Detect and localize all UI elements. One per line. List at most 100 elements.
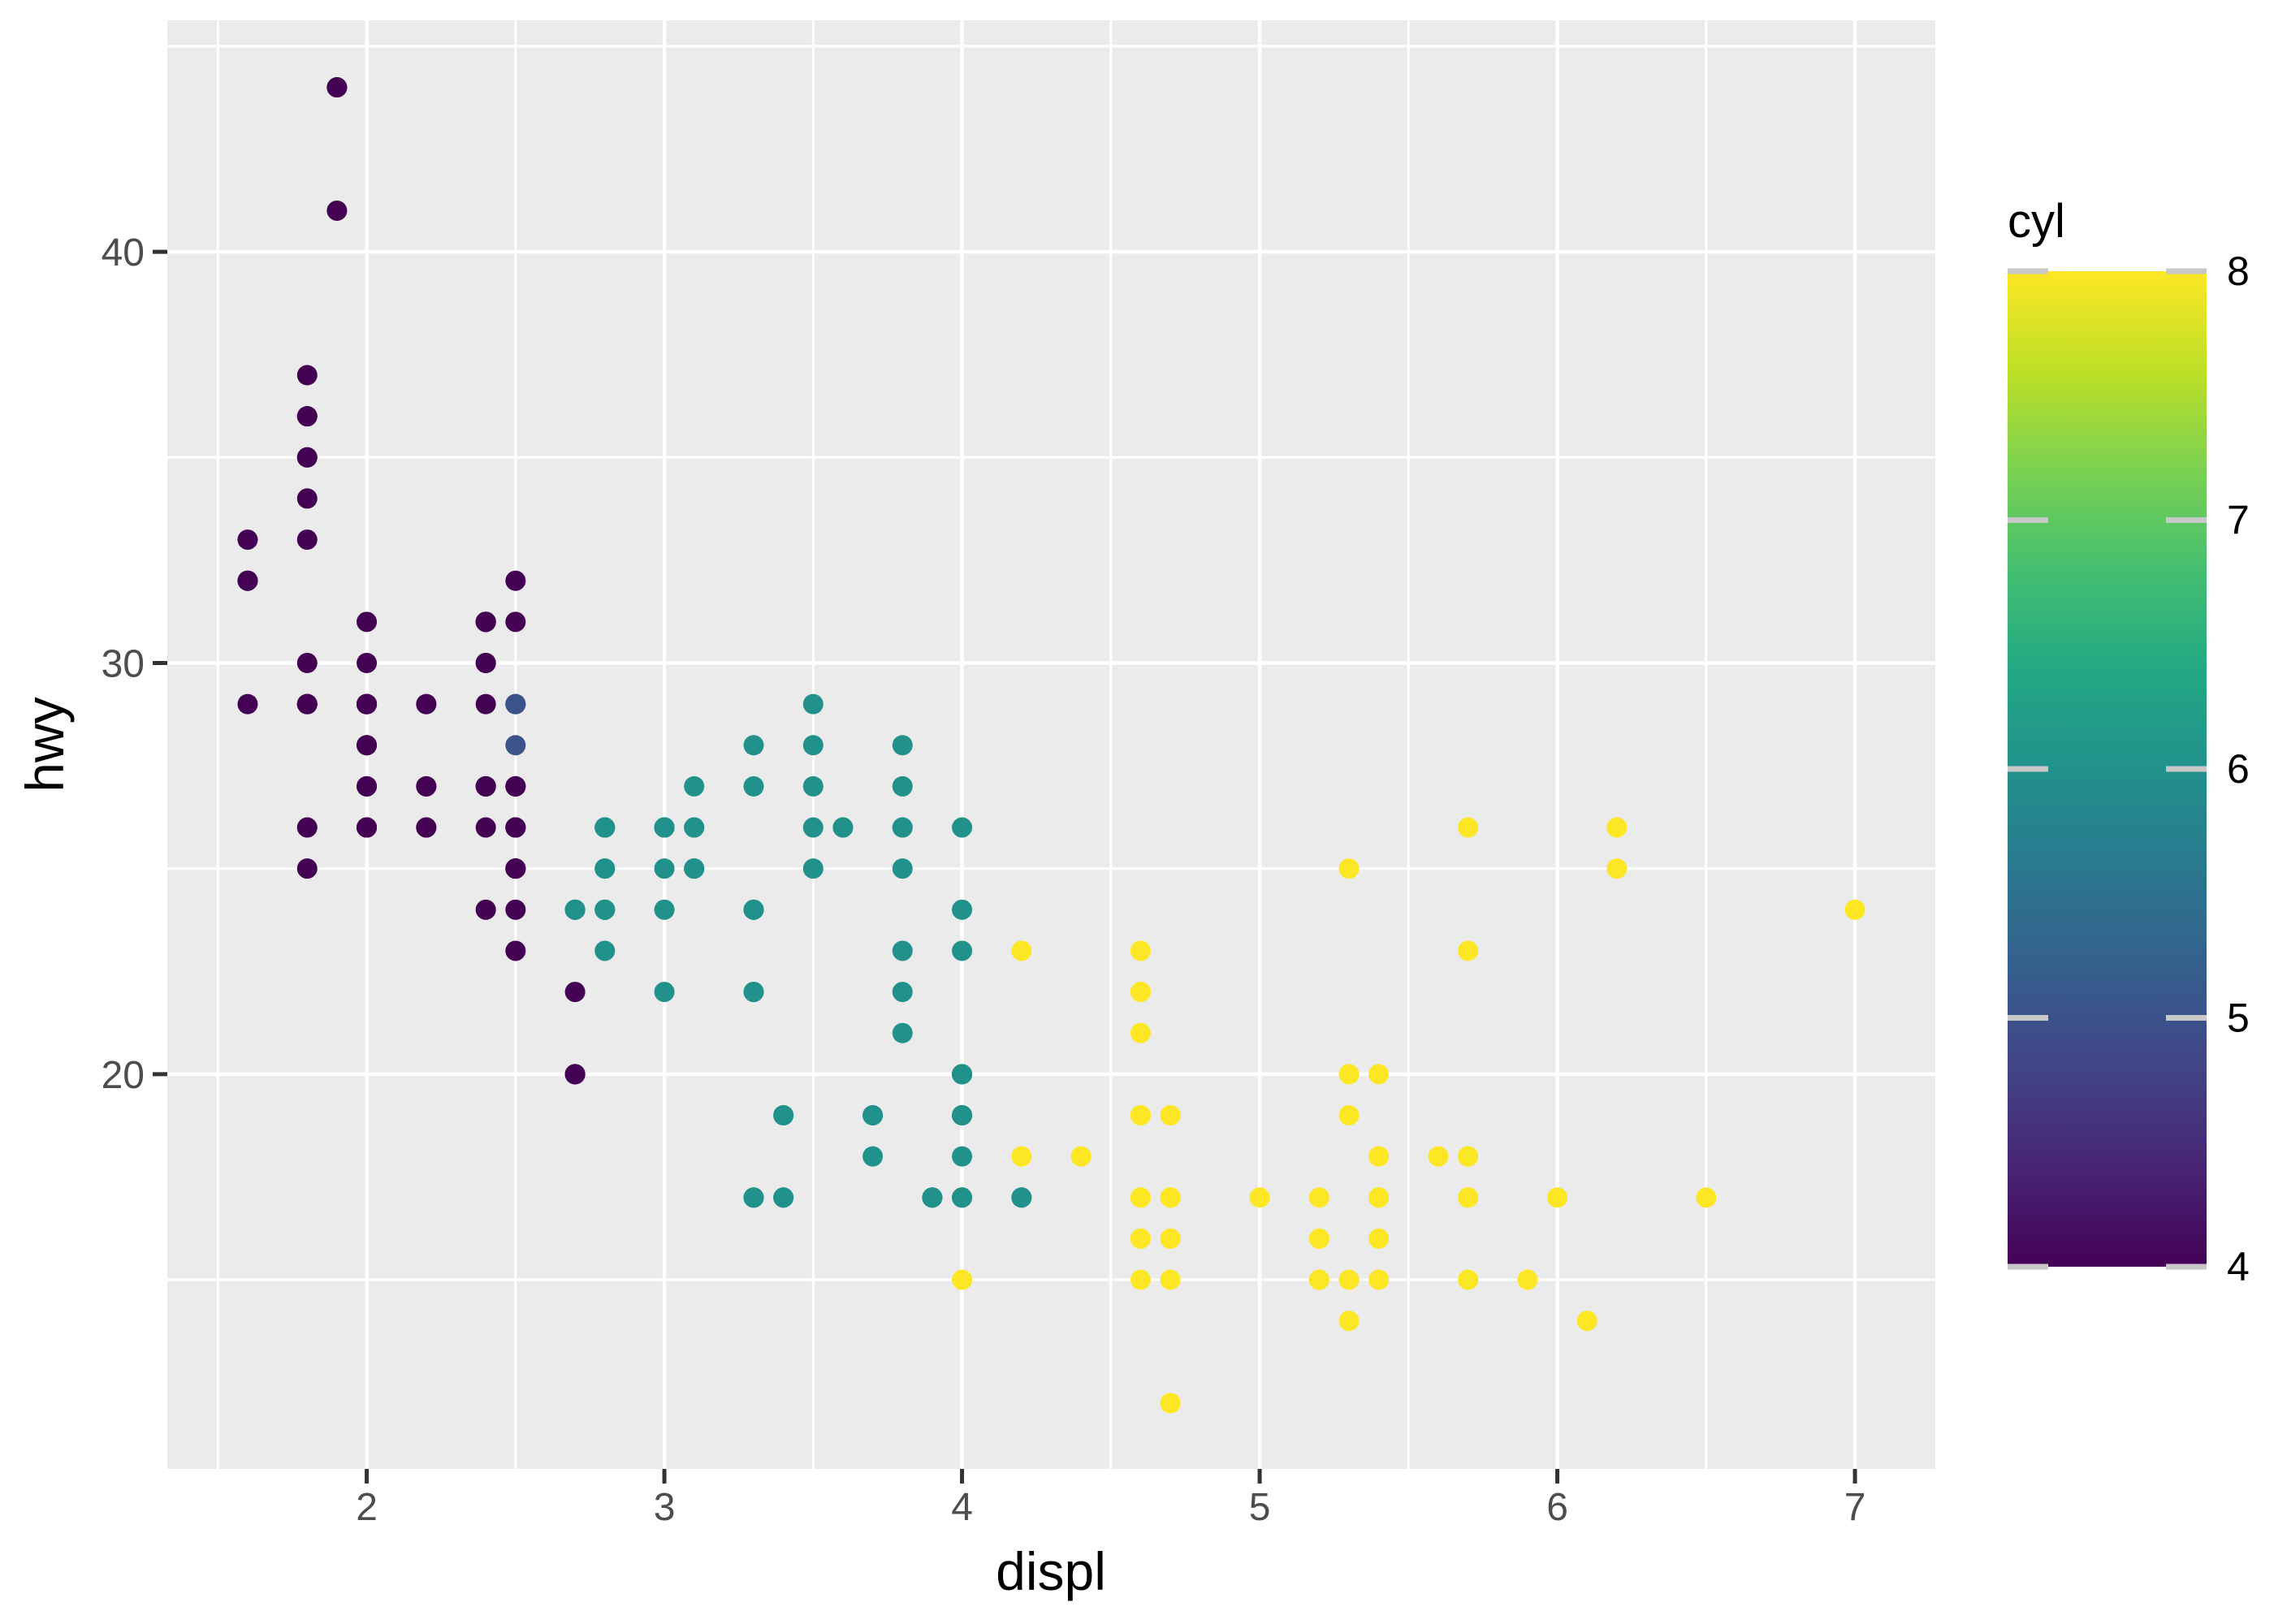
panel-background (167, 20, 1935, 1469)
data-point (802, 817, 824, 838)
data-point (1458, 1269, 1479, 1290)
data-point (1130, 982, 1151, 1003)
data-point (1308, 1187, 1329, 1208)
data-point (862, 1146, 884, 1167)
data-point (1428, 1146, 1449, 1167)
data-point (743, 899, 764, 920)
data-point (357, 652, 378, 673)
data-point (564, 899, 586, 920)
data-point (684, 817, 705, 838)
data-point (505, 775, 526, 797)
data-point (1576, 1311, 1597, 1332)
data-point (564, 1064, 586, 1085)
data-point (1160, 1187, 1181, 1208)
data-point (505, 611, 526, 633)
y-axis-title: hwy (15, 697, 75, 792)
data-point (505, 940, 526, 961)
data-point (952, 1146, 973, 1167)
data-point (892, 940, 913, 961)
x-tick-label: 2 (356, 1486, 378, 1529)
data-point (237, 570, 258, 591)
data-point (296, 447, 318, 468)
data-point (1130, 1022, 1151, 1043)
data-point (475, 693, 496, 715)
data-point (1368, 1228, 1390, 1249)
x-axis-title: displ (996, 1541, 1106, 1601)
data-point (505, 858, 526, 879)
data-point (1011, 1187, 1032, 1208)
data-point (952, 940, 973, 961)
data-point (296, 858, 318, 879)
data-point (1696, 1187, 1717, 1208)
data-point (892, 817, 913, 838)
data-point (594, 940, 616, 961)
data-point (475, 899, 496, 920)
data-point (1844, 899, 1865, 920)
data-point (1338, 1311, 1360, 1332)
data-point (952, 1269, 973, 1290)
data-point (952, 817, 973, 838)
data-point (326, 200, 348, 221)
data-point (1368, 1146, 1390, 1167)
x-tick-label: 5 (1249, 1486, 1271, 1529)
data-point (1338, 1269, 1360, 1290)
data-point (1160, 1393, 1181, 1414)
data-point (594, 899, 616, 920)
data-point (1308, 1228, 1329, 1249)
data-point (802, 735, 824, 756)
data-point (922, 1187, 943, 1208)
data-point (684, 858, 705, 879)
data-point (505, 817, 526, 838)
data-point (1338, 1064, 1360, 1085)
colorbar-tick-label: 7 (2227, 498, 2250, 543)
data-point (743, 775, 764, 797)
data-point (296, 529, 318, 551)
data-point (357, 817, 378, 838)
data-point (296, 693, 318, 715)
data-point (773, 1187, 794, 1208)
data-point (892, 775, 913, 797)
data-point (743, 982, 764, 1003)
data-point (1458, 817, 1479, 838)
data-point (1338, 858, 1360, 879)
colorbar-tick-label: 6 (2227, 746, 2250, 792)
data-point (416, 775, 437, 797)
data-point (594, 817, 616, 838)
data-point (654, 899, 675, 920)
data-point (1130, 1105, 1151, 1126)
data-point (1517, 1269, 1538, 1290)
data-point (1160, 1269, 1181, 1290)
data-point (237, 529, 258, 551)
data-point (952, 1105, 973, 1126)
y-tick-label: 40 (102, 231, 145, 274)
data-point (475, 775, 496, 797)
data-point (357, 735, 378, 756)
data-point (952, 1064, 973, 1085)
data-point (475, 817, 496, 838)
data-point (296, 817, 318, 838)
data-point (892, 858, 913, 879)
data-point (1368, 1064, 1390, 1085)
data-point (892, 1022, 913, 1043)
data-point (1130, 1187, 1151, 1208)
data-point (1606, 858, 1628, 879)
data-point (743, 1187, 764, 1208)
data-point (1160, 1105, 1181, 1126)
data-point (1458, 1187, 1479, 1208)
data-point (505, 899, 526, 920)
data-point (505, 693, 526, 715)
data-point (296, 406, 318, 427)
data-point (237, 693, 258, 715)
axes: 2 3 4 5 6 7 20 30 40 (102, 231, 1866, 1529)
data-point (416, 693, 437, 715)
x-tick-label: 7 (1844, 1486, 1866, 1529)
data-point (802, 775, 824, 797)
data-point (952, 1187, 973, 1208)
data-point (357, 611, 378, 633)
legend-title: cyl (2008, 195, 2065, 248)
data-point (1368, 1187, 1390, 1208)
data-point (1458, 940, 1479, 961)
data-point (892, 982, 913, 1003)
